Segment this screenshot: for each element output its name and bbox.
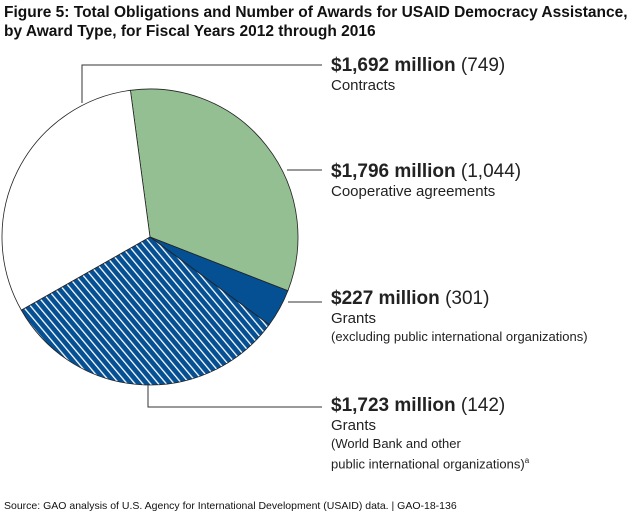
label-grants: $227 million (301) Grants (excluding pub…: [331, 288, 588, 345]
value-label: $227 million: [331, 288, 440, 309]
source-note: Source: GAO analysis of U.S. Agency for …: [4, 500, 457, 512]
value-label: $1,692 million: [331, 55, 456, 76]
footnote-marker: a: [524, 456, 530, 465]
category-label: Grants: [331, 417, 377, 434]
count-label: (1,044): [460, 161, 522, 182]
count-label: (301): [445, 288, 490, 309]
slice-grants-pio: [20, 236, 270, 386]
leader-line-world-bank: [147, 385, 322, 408]
note-label: (excluding public international organiza…: [331, 329, 588, 344]
chart-title: Figure 5: Total Obligations and Number o…: [4, 4, 628, 40]
label-contracts: $1,692 million (749) Contracts: [331, 55, 505, 95]
label-cooperative: $1,796 million (1,044) Cooperative agree…: [331, 161, 521, 201]
category-label: Grants: [331, 310, 377, 327]
category-label: Contracts: [331, 77, 396, 94]
note-label: (World Bank and other: [331, 436, 461, 451]
slice-contracts: [1, 89, 151, 311]
value-label: $1,796 million: [331, 161, 456, 182]
count-label: (142): [460, 395, 506, 416]
leader-line-contracts: [81, 64, 322, 103]
label-grants-pio: $1,723 million (142) Grants (World Bank …: [331, 395, 529, 472]
value-label: $1,723 million: [331, 395, 456, 416]
slice-cooperative-agreements: [129, 88, 299, 292]
count-label: (749): [460, 55, 506, 76]
category-label: Cooperative agreements: [331, 183, 496, 200]
note-label-2: public international organizations): [331, 456, 525, 472]
